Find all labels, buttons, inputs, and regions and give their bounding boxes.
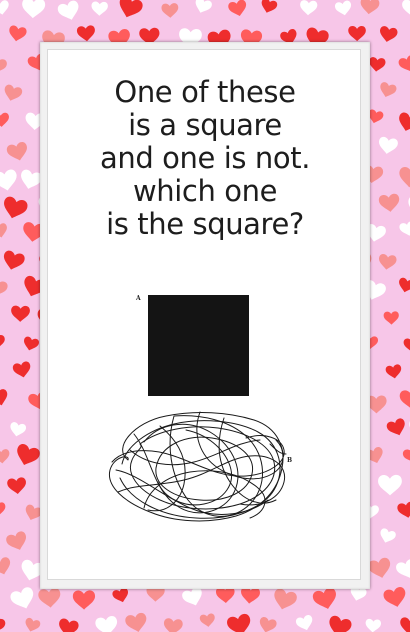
heart-icon bbox=[397, 166, 410, 189]
heart-icon bbox=[21, 335, 40, 353]
heart-icon bbox=[378, 193, 401, 214]
heart-icon bbox=[364, 618, 382, 632]
heart-icon bbox=[0, 277, 9, 299]
figure-b-label: B bbox=[287, 457, 293, 464]
heart-icon bbox=[0, 249, 26, 273]
heart-icon bbox=[0, 0, 11, 16]
tangled-line-figure bbox=[108, 411, 287, 522]
heart-icon bbox=[12, 360, 33, 380]
heart-icon bbox=[377, 136, 399, 156]
heart-icon bbox=[199, 613, 216, 628]
heart-icon bbox=[0, 556, 14, 578]
heart-icon bbox=[383, 311, 400, 325]
headline-line: and one is not. bbox=[99, 141, 311, 175]
heart-icon bbox=[7, 24, 28, 43]
heart-icon bbox=[367, 556, 394, 581]
heart-icon bbox=[124, 611, 149, 632]
heart-icon bbox=[334, 0, 353, 17]
heart-icon bbox=[270, 587, 299, 613]
heart-icon bbox=[311, 586, 340, 612]
heart-icon bbox=[396, 500, 410, 520]
heart-icon bbox=[5, 140, 30, 164]
heart-icon bbox=[0, 195, 29, 222]
heart-icon bbox=[0, 168, 20, 193]
heart-icon bbox=[0, 55, 8, 76]
heart-icon bbox=[161, 2, 179, 19]
heart-icon bbox=[37, 587, 62, 609]
heart-icon bbox=[395, 111, 410, 134]
heart-icon bbox=[403, 338, 410, 353]
heart-icon bbox=[399, 389, 410, 410]
heart-icon bbox=[359, 0, 380, 16]
heart-icon bbox=[404, 193, 410, 220]
heart-icon bbox=[398, 616, 410, 632]
heart-icon bbox=[192, 0, 214, 16]
heart-icon bbox=[21, 0, 46, 19]
headline-line: One of these bbox=[114, 75, 296, 109]
heart-icon bbox=[91, 1, 109, 17]
heart-icon bbox=[377, 25, 399, 44]
heart-icon bbox=[8, 585, 38, 613]
heart-icon bbox=[0, 388, 11, 409]
heart-icon bbox=[0, 112, 10, 128]
poster-headline: One of these is a square and one is not.… bbox=[60, 76, 350, 241]
heart-icon bbox=[1, 83, 24, 104]
heart-icon bbox=[382, 585, 409, 610]
heart-icon bbox=[94, 615, 119, 632]
heart-icon bbox=[0, 502, 6, 517]
heart-icon bbox=[0, 222, 10, 240]
heart-icon bbox=[23, 616, 42, 632]
heart-icon bbox=[13, 442, 42, 469]
figure-a-label: A bbox=[136, 295, 141, 302]
black-square-figure bbox=[148, 295, 249, 396]
heart-icon bbox=[402, 0, 410, 17]
heart-icon bbox=[378, 474, 402, 496]
heart-icon bbox=[348, 25, 366, 42]
heart-icon bbox=[162, 617, 184, 632]
heart-icon bbox=[111, 586, 131, 605]
heart-icon bbox=[299, 0, 318, 16]
heart-icon bbox=[76, 24, 96, 43]
headline-line: is the square? bbox=[106, 207, 304, 241]
heart-icon bbox=[259, 0, 279, 16]
headline-line: is a square bbox=[128, 108, 282, 142]
heart-icon bbox=[367, 56, 386, 73]
heart-icon bbox=[227, 0, 249, 19]
heart-icon bbox=[385, 363, 403, 380]
heart-icon bbox=[10, 305, 31, 323]
heart-icon bbox=[394, 557, 410, 582]
heart-icon bbox=[377, 527, 397, 546]
heart-icon bbox=[377, 81, 398, 100]
heart-icon bbox=[215, 586, 236, 604]
heart-icon bbox=[397, 53, 410, 75]
heart-icon bbox=[8, 421, 27, 439]
heart-icon bbox=[56, 617, 80, 632]
heart-icon bbox=[180, 585, 206, 609]
heart-icon bbox=[4, 530, 30, 554]
heart-icon bbox=[385, 417, 409, 439]
heart-icon bbox=[72, 590, 96, 610]
heart-icon bbox=[0, 614, 7, 632]
heart-icon bbox=[56, 0, 82, 23]
heart-icon bbox=[398, 220, 410, 238]
heart-icon bbox=[257, 616, 278, 632]
heart-icon bbox=[0, 448, 11, 465]
heart-icon bbox=[396, 276, 410, 295]
headline-line: which one bbox=[132, 174, 278, 208]
heart-icon bbox=[0, 334, 5, 350]
heart-icon bbox=[115, 0, 145, 22]
heart-icon bbox=[225, 612, 254, 632]
heart-icon bbox=[325, 614, 353, 632]
heart-icon bbox=[401, 445, 410, 466]
heart-icon bbox=[294, 614, 315, 632]
heart-icon bbox=[377, 253, 398, 271]
heart-icon bbox=[6, 476, 28, 496]
